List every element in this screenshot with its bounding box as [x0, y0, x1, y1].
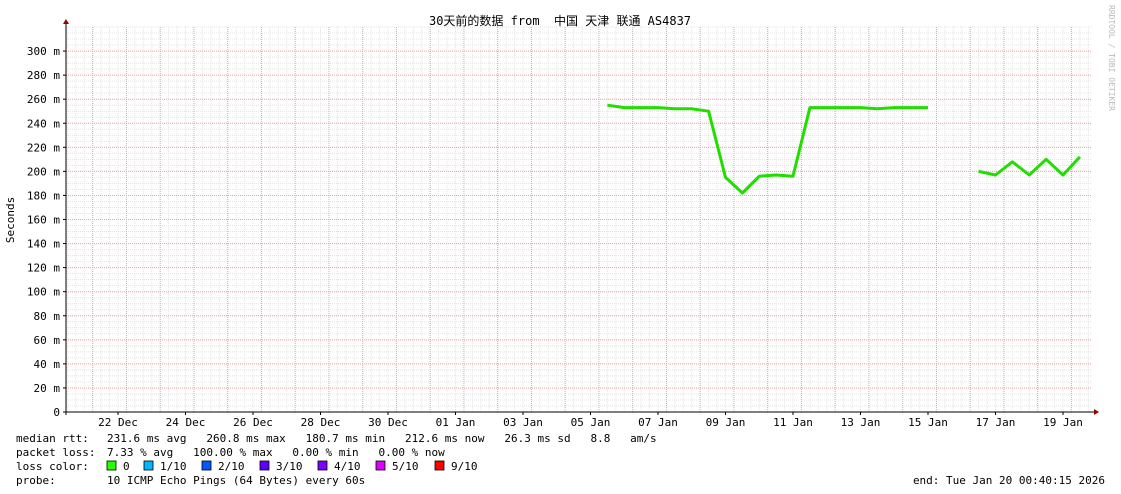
y-tick-label: 80 m — [34, 310, 61, 323]
y-tick-label: 0 — [53, 406, 60, 419]
x-tick-label: 17 Jan — [976, 416, 1016, 429]
y-tick-label: 140 m — [27, 238, 60, 251]
rtt-label: median rtt: — [16, 432, 89, 445]
loss-color-label: 0 — [123, 460, 130, 473]
x-tick-label: 05 Jan — [571, 416, 611, 429]
y-tick-label: 60 m — [34, 334, 61, 347]
loss-color-label: 3/10 — [276, 460, 303, 473]
loss-swatch — [106, 460, 117, 471]
x-tick-label: 09 Jan — [706, 416, 746, 429]
axis-arrow — [63, 19, 69, 24]
loss-swatch — [201, 460, 212, 471]
chart-title: 30天前的数据 from 中国 天津 联通 AS4837 — [429, 13, 691, 28]
loss-swatch — [259, 460, 270, 471]
y-tick-label: 180 m — [27, 189, 60, 202]
x-tick-label: 19 Jan — [1043, 416, 1083, 429]
x-tick-label: 24 Dec — [166, 416, 206, 429]
median-line — [607, 103, 1081, 195]
loss-label: packet loss: — [16, 446, 95, 459]
y-tick-label: 20 m — [34, 382, 61, 395]
x-tick-label: 07 Jan — [638, 416, 678, 429]
loss-color-label: 1/10 — [160, 460, 187, 473]
y-tick-label: 100 m — [27, 286, 60, 299]
end-time: end: Tue Jan 20 00:40:15 2026 — [913, 474, 1105, 487]
y-tick-label: 160 m — [27, 214, 60, 227]
x-tick-label: 28 Dec — [301, 416, 341, 429]
x-tick-label: 22 Dec — [98, 416, 138, 429]
loss-color-label: 5/10 — [392, 460, 419, 473]
loss-swatch — [375, 460, 386, 471]
watermark: RRDTOOL / TOBI OETIKER — [1107, 5, 1116, 111]
x-tick-label: 11 Jan — [773, 416, 813, 429]
rtt-stats: 231.6 ms avg 260.8 ms max 180.7 ms min 2… — [107, 432, 657, 445]
x-tick-label: 13 Jan — [841, 416, 881, 429]
loss-swatch — [143, 460, 154, 471]
loss-swatch — [434, 460, 445, 471]
loss-color-label: 9/10 — [451, 460, 478, 473]
loss-color-label: 4/10 — [334, 460, 361, 473]
x-tick-label: 26 Dec — [233, 416, 273, 429]
y-tick-label: 260 m — [27, 93, 60, 106]
y-tick-label: 280 m — [27, 69, 60, 82]
x-tick-label: 15 Jan — [908, 416, 948, 429]
probe-label: probe: — [16, 474, 56, 487]
y-tick-label: 220 m — [27, 141, 60, 154]
x-tick-label: 01 Jan — [436, 416, 476, 429]
axis-arrow — [1094, 409, 1099, 415]
y-tick-label: 120 m — [27, 262, 60, 275]
y-tick-label: 240 m — [27, 117, 60, 130]
y-tick-label: 200 m — [27, 165, 60, 178]
loss-color-label: 2/10 — [218, 460, 245, 473]
probe-text: 10 ICMP Echo Pings (64 Bytes) every 60s — [107, 474, 365, 487]
y-axis-label: Seconds — [4, 197, 17, 243]
x-tick-label: 30 Dec — [368, 416, 408, 429]
loss-stats: 7.33 % avg 100.00 % max 0.00 % min 0.00 … — [107, 446, 445, 459]
x-tick-label: 03 Jan — [503, 416, 543, 429]
loss-color-label: loss color: — [16, 460, 89, 473]
y-tick-label: 40 m — [34, 358, 61, 371]
y-tick-label: 300 m — [27, 45, 60, 58]
loss-swatch — [317, 460, 328, 471]
